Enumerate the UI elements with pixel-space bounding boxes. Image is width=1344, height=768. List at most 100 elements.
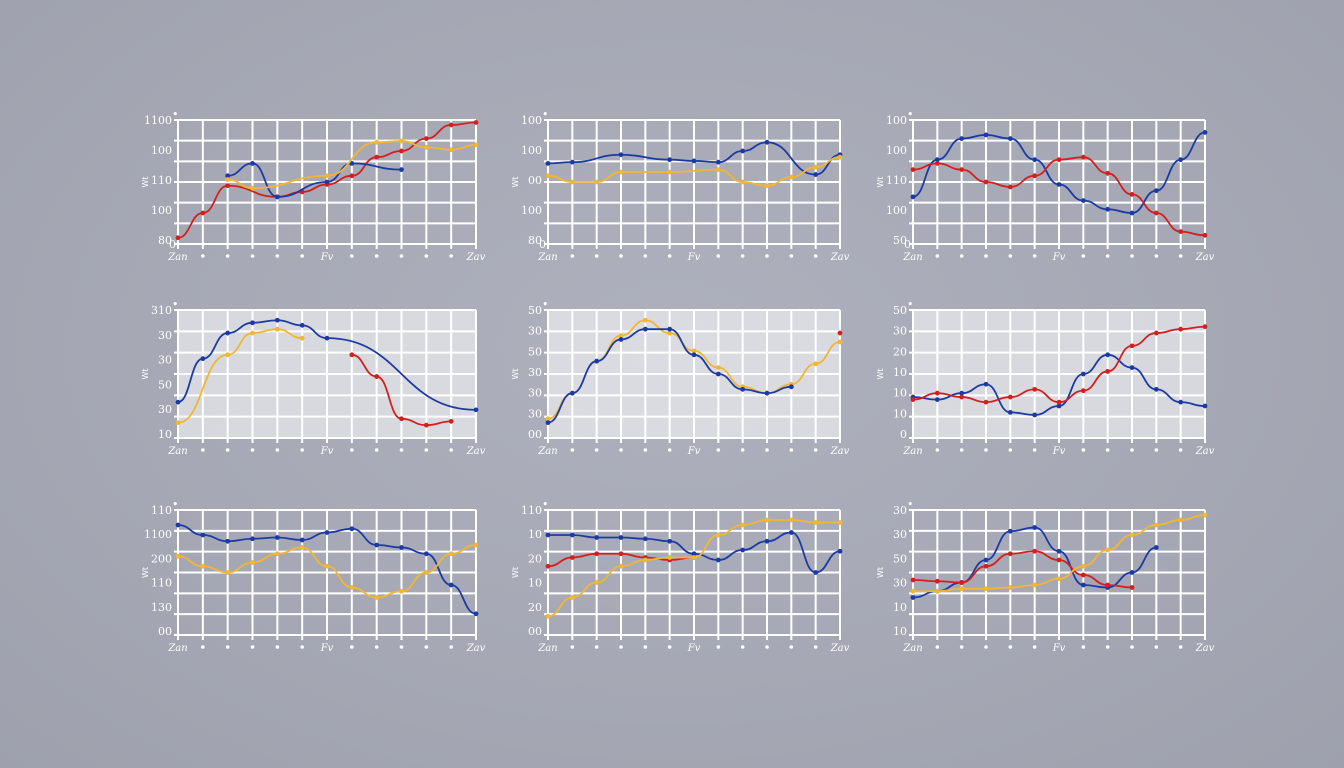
data-point-yellow (448, 147, 454, 153)
x-tick-dot (275, 254, 280, 258)
data-point-yellow (473, 142, 479, 148)
data-point-yellow (274, 326, 280, 332)
data-point-blue (1080, 371, 1086, 377)
x-tick-dot (813, 448, 818, 452)
data-point-blue (349, 526, 355, 532)
y-tick-label: 30 (528, 407, 542, 420)
x-tick-dot (1105, 254, 1110, 258)
x-tick-dot (813, 254, 818, 258)
y-tick-label: 30 (528, 387, 542, 400)
y-tick-label-origin: 0 (904, 238, 911, 251)
data-point-blue (175, 522, 181, 528)
y-tick-label: 20 (893, 345, 907, 358)
y-tick-label: 00 (158, 625, 172, 638)
data-point-red (1007, 394, 1013, 400)
data-point-blue (813, 570, 819, 575)
y-tick-label: 30 (158, 329, 172, 342)
data-point-yellow (175, 553, 181, 559)
data-point-blue (225, 538, 231, 544)
data-point-red (1056, 157, 1062, 163)
y-tick-label: 10 (158, 428, 172, 441)
data-point-red (1202, 232, 1208, 238)
data-point-yellow (399, 588, 404, 594)
x-tick-dot (424, 448, 429, 452)
x-tick-dot (1154, 645, 1159, 649)
x-tick-dot (225, 254, 230, 258)
data-point-yellow (715, 167, 721, 172)
x-tick-dot (1178, 645, 1183, 649)
data-point-red (374, 154, 380, 160)
data-point-yellow (618, 563, 624, 569)
y-tick-label: 100 (151, 144, 172, 157)
y-tick-label: 50 (528, 345, 542, 358)
data-point-yellow (250, 185, 255, 191)
y-tick-label-origin: 0 (539, 238, 546, 251)
data-point-red (1129, 585, 1135, 590)
data-point-red (959, 167, 965, 172)
data-point-yellow (594, 179, 600, 185)
axis-arrow-icon: • (542, 498, 549, 511)
data-point-blue (1080, 198, 1086, 203)
data-point-blue (374, 542, 380, 548)
data-point-blue (764, 538, 770, 544)
line-chart-5: • 00 30 30 30 50 30 50 Wt Zan Fv Zav (511, 298, 850, 457)
data-point-yellow (667, 169, 673, 175)
x-tick-dot (1154, 448, 1159, 452)
data-point-yellow (545, 613, 551, 619)
data-point-blue (667, 157, 673, 163)
plot-area: • 10 10 30 50 30 30 Wt Zan Fv Zav (876, 498, 1215, 654)
data-point-yellow (691, 348, 697, 354)
x-tick-dot (765, 254, 769, 258)
x-tick-dot (449, 448, 453, 452)
data-point-red (349, 173, 355, 179)
data-point-red (934, 161, 940, 166)
data-point-blue (399, 545, 404, 550)
data-point-blue (764, 139, 770, 145)
data-point-blue (983, 557, 989, 563)
data-point-blue (274, 535, 280, 540)
y-tick-label: 110 (151, 577, 172, 590)
y-axis-label: Wt (876, 567, 885, 578)
data-point-red (983, 563, 989, 569)
y-tick-label: 100 (521, 204, 542, 217)
data-point-red (1178, 229, 1184, 234)
x-tick-dot (399, 645, 404, 649)
data-point-blue (1056, 182, 1062, 187)
data-point-blue (837, 548, 843, 554)
axis-arrow-icon: • (172, 298, 179, 311)
x-tick-dot (789, 645, 794, 649)
x-tick-dot (1008, 645, 1013, 649)
data-point-blue (618, 152, 624, 158)
data-point-blue (910, 595, 916, 600)
x-tick-dot (300, 645, 304, 649)
y-tick-label: 310 (151, 304, 172, 317)
plot-area: • 00 20 10 20 10 110 Wt Zan Fv Zav (511, 498, 850, 654)
data-point-red (374, 374, 380, 379)
x-tick-label: Fv (1052, 446, 1066, 457)
plot-area: • 80 100 110 100 1100 0 Wt Zan Fv Zav (141, 108, 486, 263)
y-tick-label: 100 (886, 204, 907, 217)
data-point-blue (1153, 545, 1159, 550)
data-point-yellow (569, 595, 575, 600)
series-line-blue (177, 319, 477, 411)
plot-area: • 50 100 110 100 100 0 Wt Zan Fv Zav (876, 108, 1215, 263)
y-tick-label: 1100 (144, 114, 172, 127)
data-point-yellow (473, 542, 479, 548)
x-tick-dot (350, 254, 354, 258)
x-tick-dot (225, 448, 230, 452)
data-point-yellow (374, 595, 380, 600)
x-tick-dot (619, 254, 623, 258)
data-point-yellow (448, 551, 454, 557)
x-tick-dot (667, 448, 672, 452)
y-tick-label: 100 (521, 144, 542, 157)
x-tick-dot (449, 254, 453, 258)
axis-arrow-icon: • (907, 108, 914, 121)
x-tick-dot (1130, 448, 1134, 452)
y-tick-label: 110 (151, 504, 172, 517)
line-chart-4: • 10 30 50 30 30 310 Wt Zan Fv Zav (141, 298, 486, 457)
y-tick-label: 10 (528, 528, 542, 541)
data-point-red (448, 418, 454, 424)
x-tick-dot (350, 448, 354, 452)
y-tick-label: 110 (886, 174, 907, 187)
x-tick-dot (399, 254, 404, 258)
